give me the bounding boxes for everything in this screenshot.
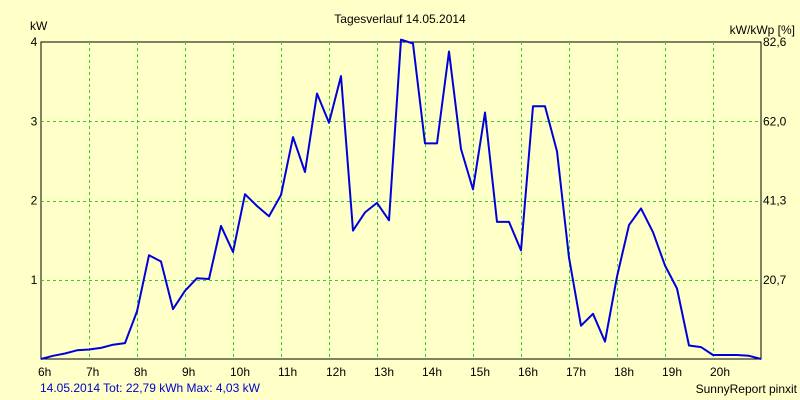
footer-credit: SunnyReport pinxit [696,382,798,396]
x-tick-label-9: 15h [470,365,490,379]
y-tick-label-left-1: 2 [31,194,38,208]
y-axis-label-left: kW [30,19,48,33]
x-axis-tick-labels: 6h 7h 8h 9h 10h 11h 12h 13h 14h 15h 16h 17h 18h 19h 20… [38,365,730,379]
series-line-0 [40,38,762,360]
y-tick-label-right-2: 62,0 [763,114,787,128]
x-tick-label-0: 6h [38,365,51,379]
x-tick-label-6: 12h [326,365,346,379]
footer-summary: 14.05.2014 Tot: 22,79 kWh Max: 4,03 kW [40,381,261,395]
y-tick-label-left-2: 3 [31,114,38,128]
x-tick-label-12: 18h [614,365,634,379]
x-tick-label-3: 9h [182,365,195,379]
y-tick-label-left-0: 1 [31,273,38,287]
x-tick-label-8: 14h [422,365,442,379]
y-tick-label-left-3: 4 [31,35,38,49]
x-tick-label-14: 20h [710,365,730,379]
x-tick-label-1: 7h [86,365,99,379]
x-tick-label-5: 11h [278,365,297,379]
x-tick-label-4: 10h [230,365,250,379]
grid-lines [41,42,761,359]
x-tick-label-13: 19h [662,365,682,379]
plot-area-frame [40,41,762,360]
y-axis-tick-labels-left: 1 2 3 4 [31,35,38,287]
series [40,38,762,360]
x-tick-label-11: 17h [566,365,586,379]
y-axis-label-right: kW/kWp [%] [730,23,795,37]
y-tick-label-right-3: 82,6 [763,35,787,49]
x-tick-label-2: 8h [134,365,147,379]
x-tick-label-10: 16h [518,365,538,379]
y-axis-tick-labels-right: 20,7 41,3 62,0 82,6 [763,35,787,287]
x-tick-label-7: 13h [374,365,394,379]
y-tick-label-right-0: 20,7 [763,273,787,287]
y-tick-label-right-1: 41,3 [763,194,787,208]
chart-title: Tagesverlauf 14.05.2014 [334,12,466,26]
